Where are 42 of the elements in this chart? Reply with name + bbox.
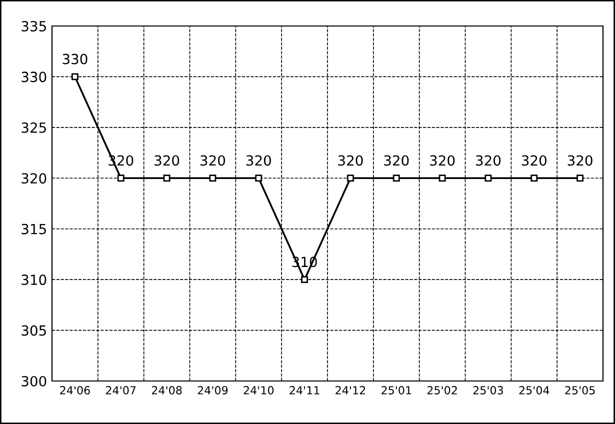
x-tick-label: 24'11 bbox=[290, 386, 320, 394]
y-tick-label: 335 bbox=[22, 20, 46, 32]
x-tick-label: 25'02 bbox=[427, 386, 457, 394]
point bbox=[163, 174, 170, 182]
x-tick-label: 24'09 bbox=[198, 386, 228, 394]
point bbox=[71, 73, 78, 80]
x-tick-label: 25'01 bbox=[382, 386, 412, 394]
point bbox=[576, 174, 584, 182]
x-tick-label: 24'06 bbox=[60, 386, 90, 394]
data-label: 320 bbox=[476, 155, 501, 166]
data-label: 320 bbox=[200, 155, 226, 166]
y-tick-label: 325 bbox=[22, 122, 46, 133]
x-tick-label: 24'12 bbox=[336, 386, 366, 394]
x-tick-label: 25'05 bbox=[565, 386, 595, 394]
y-tick-label: 310 bbox=[22, 274, 46, 286]
y-tick-label: 315 bbox=[22, 224, 46, 234]
point bbox=[255, 174, 262, 182]
point bbox=[301, 276, 308, 284]
y-tick-label: 300 bbox=[22, 376, 46, 386]
point bbox=[392, 174, 400, 182]
data-label: 320 bbox=[430, 155, 455, 166]
point bbox=[530, 174, 538, 182]
y-tick-label: 320 bbox=[22, 173, 46, 184]
point bbox=[117, 174, 124, 182]
point bbox=[438, 174, 446, 182]
x-tick-label: 24'10 bbox=[244, 386, 274, 394]
point bbox=[346, 174, 354, 182]
point bbox=[484, 174, 492, 182]
data-label: 320 bbox=[246, 155, 271, 166]
x-tick-label: 25'04 bbox=[519, 386, 550, 394]
data-label: 320 bbox=[384, 155, 409, 166]
y-tick-label: 305 bbox=[22, 325, 46, 336]
data-label: 320 bbox=[338, 155, 363, 166]
y-tick-label: 330 bbox=[22, 72, 46, 82]
data-label: 330 bbox=[62, 54, 88, 64]
data-label: 320 bbox=[568, 155, 592, 166]
x-tick-label: 25'03 bbox=[473, 386, 503, 394]
x-tick-label: 24'08 bbox=[152, 386, 182, 394]
point bbox=[209, 174, 216, 182]
x-tick-label: 24'07 bbox=[106, 386, 136, 394]
data-label: 320 bbox=[154, 155, 180, 166]
data-label: 320 bbox=[522, 155, 546, 166]
